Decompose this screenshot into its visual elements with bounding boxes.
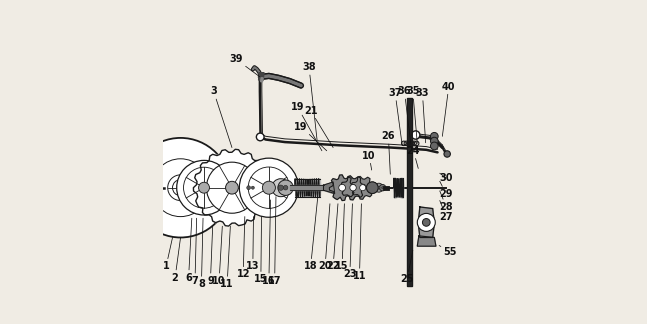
- Text: 11: 11: [353, 204, 366, 281]
- Text: 8: 8: [198, 218, 205, 289]
- Circle shape: [367, 182, 378, 193]
- Text: 18: 18: [304, 197, 318, 272]
- Circle shape: [278, 180, 293, 195]
- Polygon shape: [261, 78, 263, 82]
- Circle shape: [444, 151, 450, 157]
- Circle shape: [430, 133, 438, 140]
- Circle shape: [251, 186, 254, 189]
- Text: 15: 15: [335, 204, 349, 272]
- Text: 28: 28: [439, 191, 453, 212]
- Circle shape: [382, 187, 384, 189]
- Circle shape: [379, 184, 386, 191]
- Circle shape: [350, 184, 356, 191]
- Text: 3: 3: [210, 86, 232, 147]
- Text: 10: 10: [362, 151, 376, 170]
- Polygon shape: [351, 177, 374, 199]
- Circle shape: [248, 182, 258, 193]
- Circle shape: [226, 181, 238, 194]
- Polygon shape: [418, 207, 434, 237]
- Circle shape: [367, 182, 378, 193]
- Circle shape: [272, 179, 290, 197]
- Text: 36: 36: [398, 86, 411, 144]
- Text: 26: 26: [382, 131, 395, 174]
- Circle shape: [377, 186, 380, 189]
- Text: 29: 29: [439, 181, 453, 199]
- Circle shape: [131, 138, 230, 237]
- Polygon shape: [417, 236, 436, 246]
- Text: 39: 39: [230, 54, 260, 77]
- Circle shape: [199, 182, 210, 193]
- Circle shape: [360, 185, 366, 191]
- Circle shape: [278, 185, 283, 191]
- Text: 2: 2: [171, 237, 181, 283]
- Text: 23: 23: [343, 204, 356, 279]
- Polygon shape: [290, 185, 324, 190]
- Text: 27: 27: [439, 201, 453, 222]
- Text: 19: 19: [291, 102, 322, 151]
- Text: 7: 7: [192, 218, 199, 286]
- Circle shape: [430, 137, 438, 145]
- Text: 6: 6: [185, 218, 192, 283]
- Text: 17: 17: [268, 197, 281, 286]
- Text: 55: 55: [439, 246, 457, 257]
- Circle shape: [430, 142, 438, 150]
- Text: 25: 25: [400, 250, 414, 284]
- Text: 15: 15: [254, 217, 268, 284]
- Polygon shape: [259, 73, 264, 80]
- Circle shape: [247, 186, 250, 190]
- Text: 13: 13: [246, 217, 259, 272]
- Circle shape: [417, 214, 435, 231]
- Text: 21: 21: [304, 106, 333, 147]
- Text: 9: 9: [207, 226, 214, 286]
- Text: 40: 40: [442, 82, 455, 136]
- Polygon shape: [329, 175, 355, 201]
- Polygon shape: [408, 98, 412, 286]
- Circle shape: [177, 160, 232, 215]
- Text: 20: 20: [318, 204, 332, 272]
- Polygon shape: [324, 182, 334, 193]
- Text: 22: 22: [326, 204, 340, 272]
- Text: 12: 12: [236, 217, 250, 279]
- Circle shape: [242, 181, 255, 194]
- Text: 1: 1: [163, 237, 173, 272]
- Circle shape: [374, 183, 383, 192]
- Circle shape: [206, 162, 258, 213]
- Circle shape: [263, 181, 276, 194]
- Text: 35: 35: [406, 86, 419, 143]
- Text: 38: 38: [302, 62, 317, 140]
- Text: 19: 19: [294, 122, 327, 151]
- Circle shape: [256, 133, 264, 141]
- Text: 11: 11: [221, 226, 234, 289]
- Text: 24: 24: [407, 146, 420, 168]
- Text: 33: 33: [415, 88, 429, 143]
- Text: 10: 10: [212, 226, 226, 286]
- Polygon shape: [193, 149, 270, 226]
- Circle shape: [239, 158, 298, 217]
- Text: 37: 37: [388, 88, 402, 145]
- Circle shape: [339, 184, 345, 191]
- Text: 16: 16: [262, 200, 276, 286]
- Circle shape: [422, 218, 430, 226]
- Circle shape: [411, 131, 420, 139]
- Polygon shape: [341, 176, 366, 200]
- Circle shape: [283, 185, 288, 190]
- Text: 30: 30: [439, 173, 453, 183]
